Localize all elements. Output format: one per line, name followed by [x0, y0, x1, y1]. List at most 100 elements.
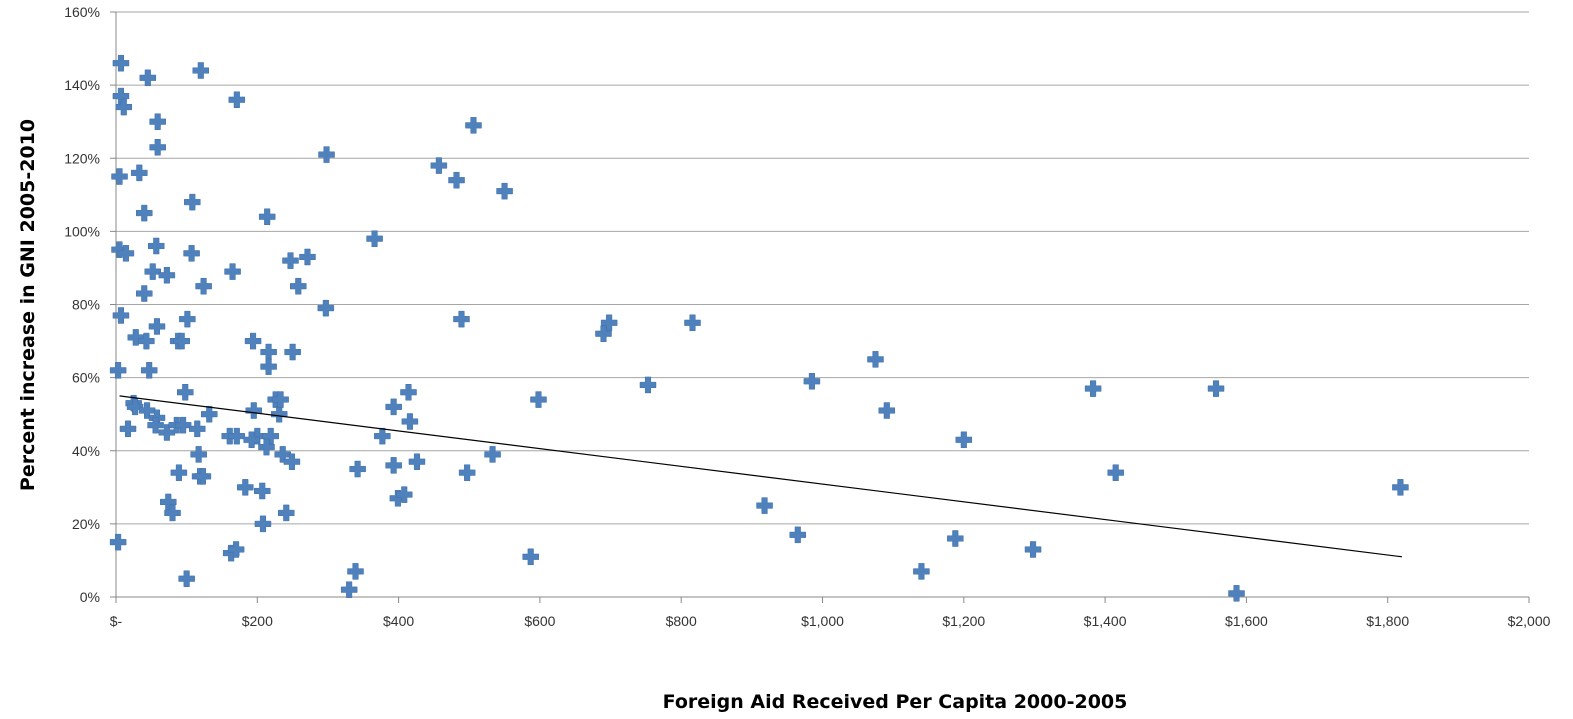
data-point	[1084, 380, 1102, 397]
data-point	[458, 464, 476, 481]
data-point	[119, 420, 137, 438]
x-tick-label: $1,400	[1084, 613, 1127, 629]
y-axis-title: Percent increase in GNI 2005-2010	[17, 119, 39, 491]
data-point	[284, 343, 301, 361]
y-tick-label: 20%	[72, 516, 100, 532]
x-tick-label: $1,600	[1225, 613, 1268, 629]
trendline	[119, 395, 1402, 558]
data-point	[448, 171, 465, 189]
data-point	[385, 457, 402, 474]
data-point	[173, 332, 190, 350]
data-point	[496, 182, 513, 200]
y-tick-label: 40%	[72, 443, 100, 459]
data-point	[190, 446, 207, 463]
x-tick-label: $200	[242, 613, 273, 629]
data-point	[158, 267, 176, 284]
x-tick-label: $2,000	[1508, 613, 1551, 629]
data-point	[639, 376, 657, 394]
data-point	[1024, 541, 1042, 558]
data-point	[789, 526, 807, 544]
data-points	[109, 54, 1409, 602]
data-point	[282, 252, 299, 269]
data-point	[396, 486, 413, 503]
data-point	[136, 285, 153, 302]
y-tick-label: 120%	[64, 150, 100, 166]
data-point	[600, 314, 618, 332]
data-point	[112, 307, 130, 324]
data-point	[530, 391, 547, 408]
data-point	[224, 263, 241, 280]
y-tick-label: 80%	[72, 297, 100, 313]
data-point	[170, 464, 188, 481]
data-point	[148, 318, 166, 335]
data-point	[401, 413, 419, 430]
data-point	[127, 329, 145, 346]
data-point	[112, 54, 130, 72]
x-tick-labels: $- $200 $400 $600 $800 $1,000 $1,200 $1,400 $1,6…	[110, 613, 1551, 629]
data-point	[270, 405, 288, 423]
data-point	[1392, 479, 1409, 496]
data-point	[194, 468, 212, 485]
data-point	[178, 570, 195, 587]
y-tick-label: 60%	[72, 370, 100, 386]
data-point	[183, 245, 200, 262]
data-point	[138, 332, 155, 350]
data-point	[878, 402, 896, 419]
x-tick-label: $600	[524, 613, 555, 629]
data-point	[237, 479, 254, 496]
data-point	[756, 497, 773, 514]
data-point	[111, 241, 128, 258]
data-point	[385, 398, 402, 416]
x-tick-label: $1,000	[801, 613, 844, 629]
data-point	[484, 446, 501, 463]
data-point	[228, 91, 246, 108]
data-point	[109, 362, 127, 379]
data-point	[453, 310, 470, 328]
data-point	[245, 402, 263, 419]
x-tick-label: $-	[110, 613, 123, 629]
data-point	[465, 117, 482, 134]
data-point	[164, 504, 181, 522]
data-point	[139, 69, 157, 87]
data-point	[1107, 464, 1124, 481]
x-tick-label: $800	[666, 613, 697, 629]
data-point	[131, 164, 148, 182]
data-point	[243, 431, 260, 449]
x-tick-label: $400	[383, 613, 414, 629]
data-point	[1207, 380, 1225, 397]
data-point	[318, 146, 335, 163]
data-point	[349, 460, 366, 478]
data-point	[188, 420, 206, 438]
data-point	[184, 193, 201, 211]
data-point	[955, 431, 973, 449]
x-tick-label: $1,800	[1366, 613, 1409, 629]
data-point	[111, 168, 128, 185]
data-point	[408, 453, 426, 470]
data-point	[867, 351, 884, 368]
data-point	[400, 384, 417, 401]
y-tick-label: 140%	[64, 77, 100, 93]
data-point	[126, 398, 144, 416]
data-point	[176, 384, 194, 401]
data-point	[299, 248, 316, 266]
y-tick-label: 100%	[64, 223, 100, 239]
data-point	[244, 332, 262, 350]
data-point	[684, 314, 701, 332]
trendline-layer	[119, 395, 1402, 558]
data-point	[258, 438, 275, 456]
data-point	[913, 563, 930, 580]
data-point	[1228, 585, 1245, 602]
data-point	[174, 416, 192, 434]
data-point	[347, 563, 364, 580]
y-tick-label: 0%	[80, 589, 100, 605]
data-point	[147, 416, 164, 434]
data-point	[430, 157, 448, 174]
data-point	[115, 98, 133, 116]
data-point	[260, 358, 277, 375]
data-point	[254, 515, 272, 533]
y-tick-labels: 0% 20% 40% 60% 80% 100% 120% 140% 160%	[64, 4, 100, 605]
data-point	[317, 299, 335, 317]
gridlines	[116, 11, 1529, 525]
data-point	[149, 139, 166, 156]
data-point	[158, 424, 176, 441]
